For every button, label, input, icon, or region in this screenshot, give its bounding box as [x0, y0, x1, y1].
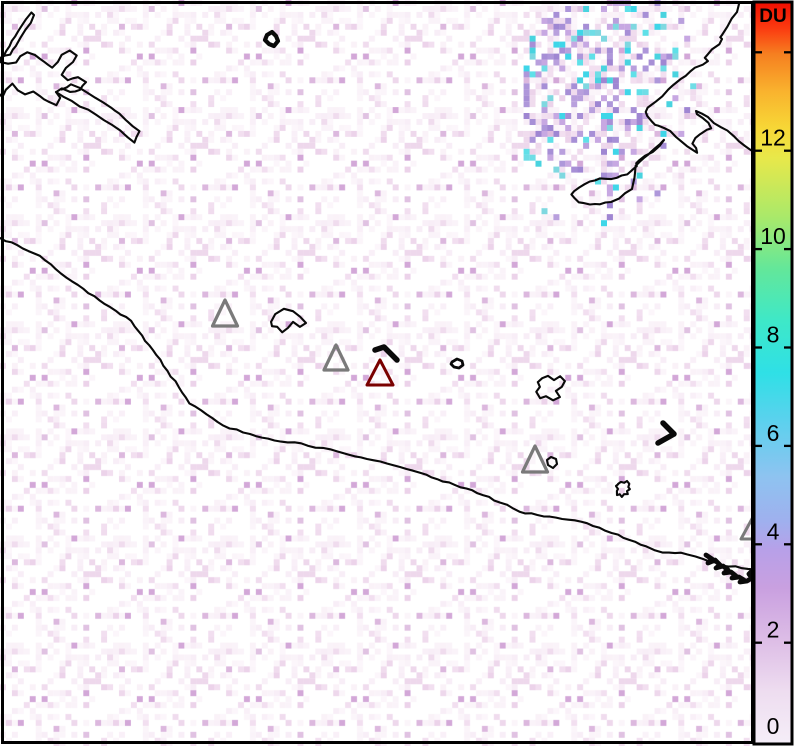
- svg-text:8: 8: [767, 322, 780, 348]
- svg-text:0: 0: [767, 713, 780, 739]
- svg-text:4: 4: [767, 518, 780, 544]
- svg-text:12: 12: [760, 125, 786, 151]
- svg-text:6: 6: [767, 420, 780, 446]
- svg-text:DU: DU: [759, 6, 786, 27]
- svg-text:2: 2: [767, 617, 780, 643]
- svg-text:10: 10: [760, 223, 786, 249]
